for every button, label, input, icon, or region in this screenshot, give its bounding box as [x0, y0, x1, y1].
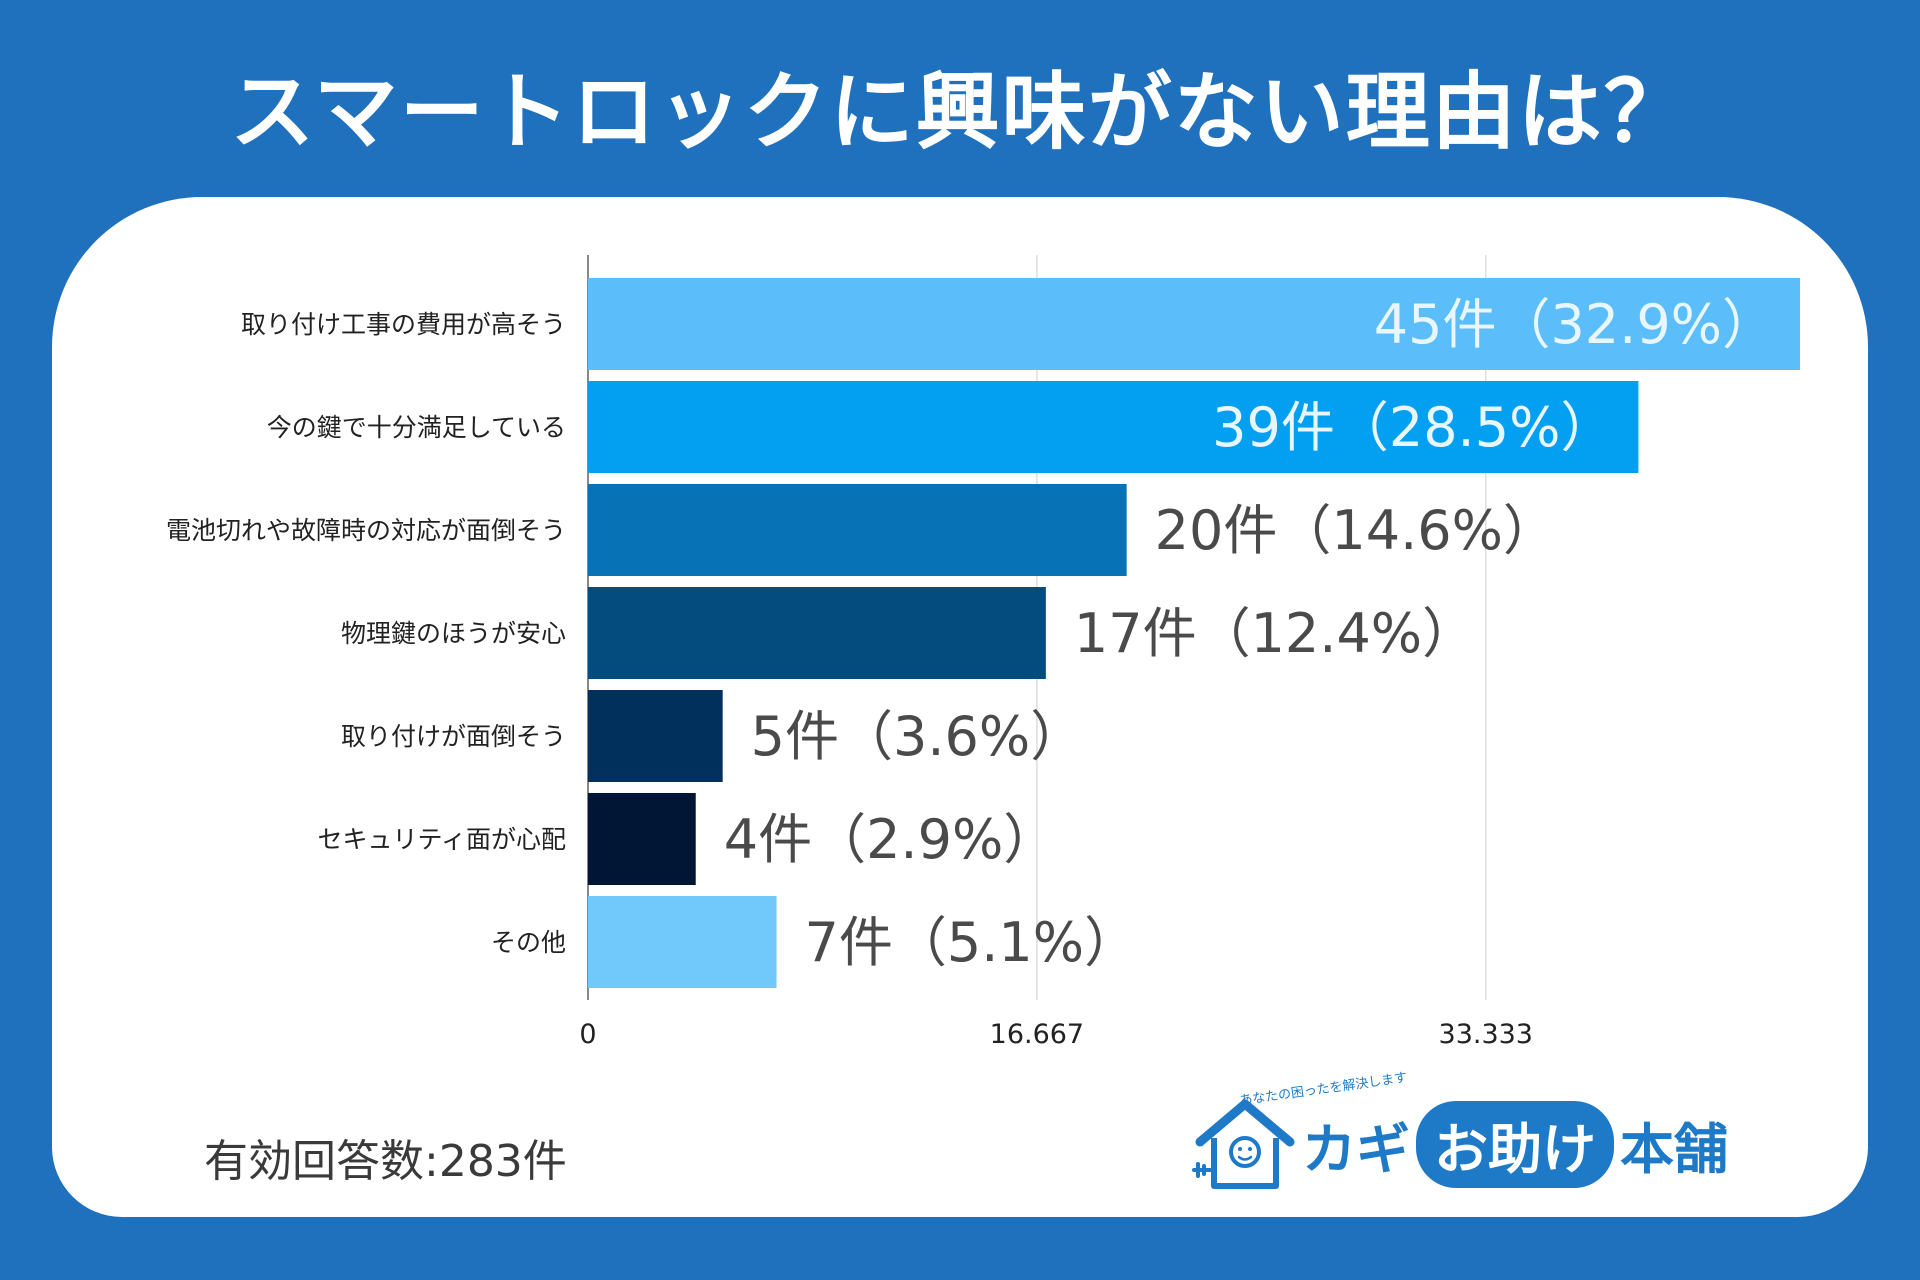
bar [588, 587, 1046, 679]
logo-wordmark: カギ お助け 本舗 [1302, 1100, 1728, 1188]
category-labels: 取り付け工事の費用が高そう今の鍵で十分満足している電池切れや故障時の対応が面倒そ… [166, 310, 566, 957]
category-label: 取り付け工事の費用が高そう [241, 310, 566, 339]
data-label: 39件（28.5%） [1212, 396, 1614, 459]
logo-text-kagi: カギ [1302, 1117, 1410, 1181]
category-label: その他 [491, 928, 566, 957]
bar [588, 278, 1800, 370]
house-key-icon [1192, 1099, 1295, 1189]
data-labels: 45件（32.9%） 39件（28.5%） 20件（14.6%） 17件（12.4%）… [724, 293, 1776, 974]
data-label: 20件（14.6%） [1155, 499, 1557, 562]
bars [588, 278, 1800, 988]
bar [588, 896, 777, 988]
bar [588, 484, 1127, 576]
brand-logo: あなたの困ったを解決します カギ お助け 本舗 [1190, 1070, 1730, 1200]
x-axis-ticks: 0 16.667 33.333 [579, 1019, 1533, 1050]
data-label: 5件（3.6%） [751, 705, 1085, 768]
respondent-count: 有効回答数:283件 [204, 1136, 567, 1187]
category-label: セキュリティ面が心配 [317, 825, 566, 854]
category-label: 取り付けが面倒そう [341, 722, 566, 751]
data-label: 17件（12.4%） [1074, 602, 1476, 665]
chart-title: スマートロックに興味がない理由は？ [230, 63, 1690, 161]
x-tick-label: 33.333 [1439, 1019, 1533, 1050]
bar [588, 690, 723, 782]
x-tick-label: 0 [579, 1019, 596, 1050]
category-label: 電池切れや故障時の対応が面倒そう [166, 516, 566, 545]
data-label: 7件（5.1%） [805, 911, 1139, 974]
x-tick-label: 16.667 [990, 1019, 1084, 1050]
bar [588, 381, 1639, 473]
logo-text-otasuke: お助け [1416, 1100, 1614, 1188]
category-label: 物理鍵のほうが安心 [341, 619, 566, 648]
data-label: 45件（32.9%） [1374, 293, 1776, 356]
category-label: 今の鍵で十分満足している [267, 413, 566, 442]
logo-text-honpo: 本舗 [1620, 1117, 1728, 1181]
bar [588, 793, 696, 885]
data-label: 4件（2.9%） [724, 808, 1058, 871]
